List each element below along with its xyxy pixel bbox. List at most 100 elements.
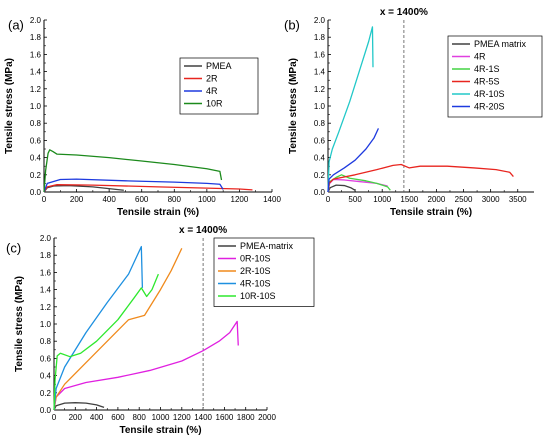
series-line-4r-5s [327, 163, 514, 193]
y-tick-label: 0.6 [40, 354, 52, 363]
series-line-10r [43, 149, 223, 193]
y-tick-label: 1.0 [314, 102, 326, 111]
series-line-0r-10s [53, 320, 239, 411]
y-tick-label: 2.0 [314, 16, 326, 25]
y-tick-label: 0.4 [40, 372, 52, 381]
series-line-4r-10s [327, 26, 374, 193]
y-tick-label: 0.2 [314, 171, 326, 180]
legend-label: 10R-10S [240, 291, 276, 301]
y-tick-label: 0.2 [40, 389, 52, 398]
x-tick-label: 1000 [373, 195, 391, 204]
series-line-4r-10s [53, 245, 144, 411]
series-line-4r-1s [327, 174, 391, 193]
x-tick-label: 1200 [231, 195, 249, 204]
x-axis-label: Tensile strain (%) [119, 425, 201, 436]
x-tick-label: 1400 [263, 195, 281, 204]
series-line-2r-10s [53, 248, 183, 411]
y-tick-label: 1.4 [314, 68, 326, 77]
legend-box [447, 35, 543, 118]
series-line-pmea [43, 184, 124, 193]
x-tick-label: 3500 [509, 195, 527, 204]
x-tick-label: 600 [111, 413, 125, 422]
legend-label: 0R-10S [240, 254, 271, 264]
y-tick-label: 1.6 [30, 50, 42, 59]
y-tick-label: 1.8 [40, 251, 52, 260]
x-tick-label: 400 [90, 413, 104, 422]
y-tick-label: 0.4 [30, 154, 42, 163]
y-tick-label: 0.8 [40, 337, 52, 346]
chart-panel-2: (b) 0.0 0.2 0.4 0.6 0.8 1.0 1.2 1.4 1.6 1.8 2.0 0 500… [284, 7, 543, 218]
x-tick-label: 1800 [237, 413, 255, 422]
y-tick-label: 1.8 [30, 33, 42, 42]
x-tick-label: 400 [102, 195, 116, 204]
annotation-text: x = 1400% [179, 225, 227, 236]
y-tick-label: 0.8 [30, 119, 42, 128]
x-tick-label: 1600 [216, 413, 234, 422]
y-tick-label: 2.0 [40, 234, 52, 243]
series-line-4r [43, 178, 224, 193]
legend-label: 4R-10S [474, 89, 505, 99]
x-tick-label: 800 [133, 413, 147, 422]
y-axis-label: Tensile stress (MPa) [14, 276, 25, 372]
y-tick-label: 1.2 [40, 303, 52, 312]
chart-panel-3: (c) 0.0 0.2 0.4 0.6 0.8 1.0 1.2 1.4 1.6 1.8 2.0 0 200… [6, 225, 315, 436]
y-tick-label: 1.0 [40, 320, 52, 329]
legend-label: PMEA-matrix [240, 241, 294, 251]
x-tick-label: 1500 [400, 195, 418, 204]
y-tick-label: 1.0 [30, 102, 42, 111]
legend-label: PMEA [206, 61, 232, 71]
x-tick-label: 1000 [198, 195, 216, 204]
x-tick-label: 0 [326, 195, 331, 204]
series-line-2r [43, 184, 253, 193]
y-tick-label: 0.0 [314, 188, 326, 197]
legend-label: 10R [206, 99, 223, 109]
legend-label: 4R [474, 52, 486, 62]
x-tick-label: 2500 [455, 195, 473, 204]
series-line-pmea-matrix [53, 402, 105, 411]
legend-label: 4R-10S [240, 279, 271, 289]
series-line-10r-10s [53, 273, 159, 411]
series-line-pmea-matrix [327, 184, 356, 193]
annotation-text: x = 1400% [380, 7, 428, 18]
legend: PMEA 2R 4R 10R [179, 57, 259, 115]
x-axis-label: Tensile strain (%) [390, 207, 472, 218]
legend-label: PMEA matrix [474, 39, 527, 49]
y-tick-label: 2.0 [30, 16, 42, 25]
x-tick-label: 1200 [173, 413, 191, 422]
x-axis-label: Tensile strain (%) [117, 207, 199, 218]
y-tick-label: 1.2 [314, 85, 326, 94]
legend: PMEA matrix 4R 4R-1S 4R-5S 4R-10S 4R-20S [447, 35, 543, 118]
y-tick-label: 0.0 [40, 406, 52, 415]
y-axis-label: Tensile stress (MPa) [4, 58, 15, 154]
x-tick-label: 800 [168, 195, 182, 204]
panel-label: (a) [8, 18, 24, 33]
legend-box [179, 57, 259, 115]
y-tick-label: 1.4 [40, 286, 52, 295]
x-tick-label: 0 [52, 413, 57, 422]
y-tick-label: 1.2 [30, 85, 42, 94]
x-tick-label: 3000 [482, 195, 500, 204]
y-tick-label: 0.8 [314, 119, 326, 128]
x-tick-label: 1400 [194, 413, 212, 422]
chart-panel-1: (a) 0.0 0.2 0.4 0.6 0.8 1.0 1.2 1.4 1.6 1.8 2.0 0 200… [4, 16, 281, 218]
x-tick-label: 2000 [428, 195, 446, 204]
y-tick-label: 1.6 [40, 268, 52, 277]
series-line-4r-20s [327, 128, 380, 193]
legend-label: 4R-20S [474, 102, 505, 112]
y-tick-label: 1.4 [30, 68, 42, 77]
legend-label: 4R-5S [474, 77, 500, 87]
y-tick-label: 0.4 [314, 154, 326, 163]
x-tick-label: 600 [135, 195, 149, 204]
y-tick-label: 1.6 [314, 50, 326, 59]
legend-label: 2R [206, 74, 218, 84]
legend-label: 4R [206, 86, 218, 96]
panel-label: (b) [284, 18, 300, 33]
y-tick-label: 0.6 [30, 136, 42, 145]
legend: PMEA-matrix 0R-10S 2R-10S 4R-10S 10R-10S [213, 237, 315, 307]
y-tick-label: 1.8 [314, 33, 326, 42]
x-tick-label: 200 [69, 413, 83, 422]
x-tick-label: 1000 [152, 413, 170, 422]
y-tick-label: 0.6 [314, 136, 326, 145]
legend-box [213, 237, 315, 307]
